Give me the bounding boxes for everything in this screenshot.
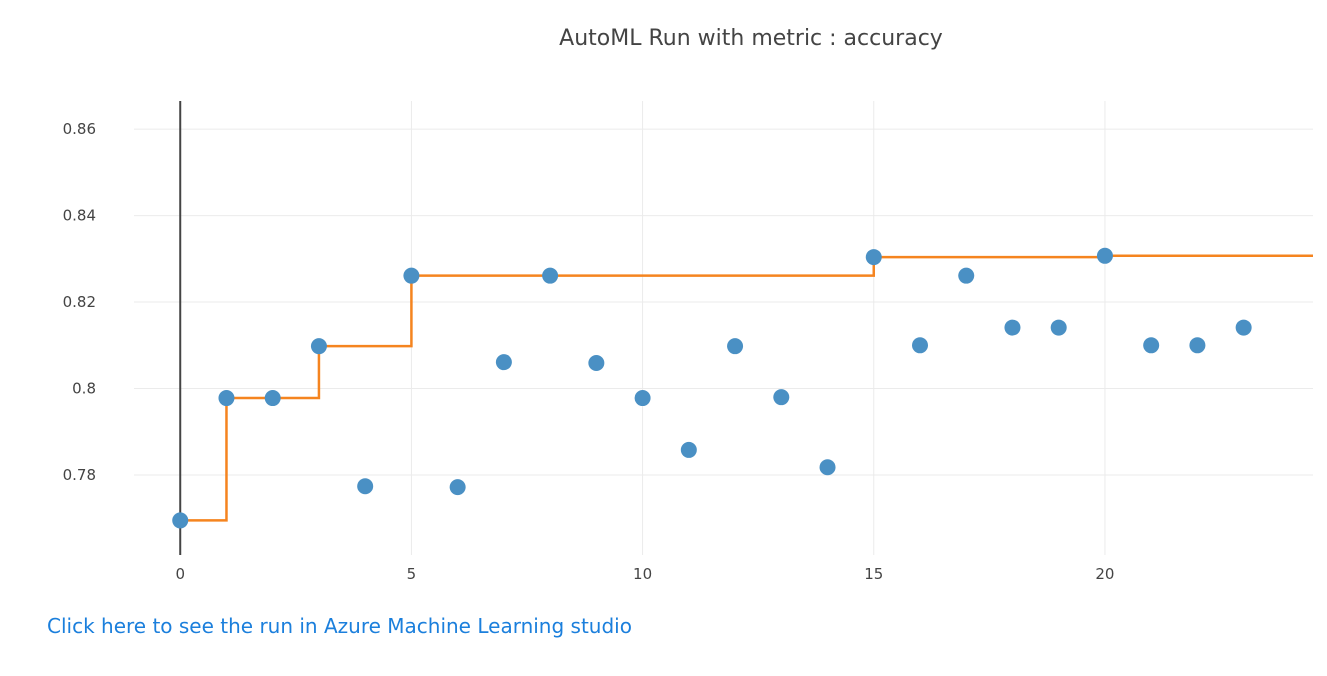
run-point[interactable] (634, 390, 651, 407)
x-tick-label: 10 (633, 565, 652, 583)
y-tick-label: 0.82 (63, 293, 96, 311)
run-point[interactable] (218, 390, 235, 407)
run-point[interactable] (357, 478, 374, 495)
azure-ml-studio-link[interactable]: Click here to see the run in Azure Machi… (47, 614, 632, 638)
run-point[interactable] (958, 267, 975, 284)
y-tick-label: 0.78 (63, 466, 96, 484)
run-point[interactable] (1050, 319, 1067, 336)
y-axis-ticks: 0.78 0.8 0.82 0.84 0.86 (63, 120, 96, 484)
run-point[interactable] (495, 354, 512, 371)
run-point[interactable] (912, 337, 928, 354)
x-tick-label: 0 (175, 565, 185, 583)
x-tick-label: 5 (407, 565, 417, 583)
chart-title: AutoML Run with metric : accuracy (559, 26, 943, 51)
run-point[interactable] (1189, 337, 1206, 354)
run-point[interactable] (1004, 319, 1021, 336)
run-point[interactable] (264, 390, 281, 407)
chart: AutoML Run with metric : accuracy 0.780.… (63, 26, 1313, 583)
x-tick-label: 20 (1095, 565, 1114, 583)
run-point[interactable] (403, 267, 420, 284)
run-point[interactable] (819, 459, 836, 476)
run-point[interactable] (727, 338, 744, 355)
run-point[interactable] (1235, 319, 1252, 336)
y-tick-label: 0.8 (72, 380, 96, 398)
run-point[interactable] (680, 441, 697, 458)
run-point[interactable] (865, 249, 882, 266)
run-point[interactable] (588, 355, 605, 372)
run-point[interactable] (1096, 247, 1113, 264)
y-tick-label: 0.86 (63, 120, 96, 138)
x-tick-label: 15 (864, 565, 883, 583)
run-point[interactable] (542, 267, 559, 284)
run-points (172, 247, 1252, 529)
run-point[interactable] (310, 338, 327, 355)
run-point[interactable] (172, 512, 189, 529)
run-point[interactable] (449, 479, 466, 496)
run-point[interactable] (773, 389, 790, 406)
y-tick-label: 0.84 (63, 207, 96, 225)
gridlines (134, 101, 1313, 555)
run-point[interactable] (1143, 337, 1160, 354)
x-axis-ticks: 0 5 10 15 20 (175, 565, 1114, 583)
